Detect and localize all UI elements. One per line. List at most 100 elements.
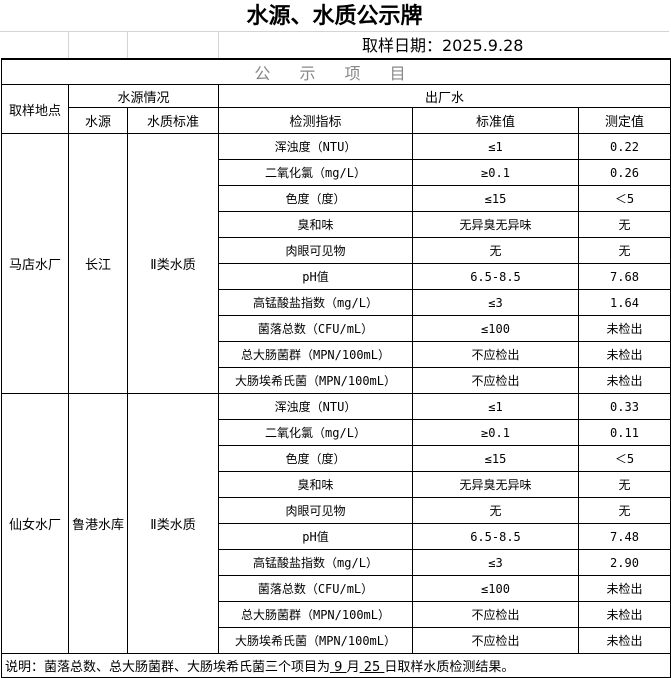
standard-value: ≤100	[412, 315, 579, 342]
table-row: 马店水厂 长江 Ⅱ类水质 浑浊度（NTU） ≤1 0.22	[1, 133, 671, 394]
indicator: 大肠埃希氏菌（MPN/100mL）	[218, 627, 413, 654]
site-name: 仙女水厂	[1, 393, 69, 654]
indicator: 色度（度）	[218, 445, 413, 472]
water-source: 鲁港水库	[68, 393, 128, 654]
measured-value: 未检出	[577, 575, 671, 602]
table-row: 菌落总数（CFU/mL） ≤100 未检出	[2, 315, 671, 342]
note-suffix: 日取样水质检测结果。	[384, 660, 515, 675]
measured-value: 无	[577, 471, 671, 498]
header-quality-standard: 水质标准	[127, 107, 219, 134]
measured-value: 2.90	[577, 549, 671, 576]
standard-value: ≤100	[412, 575, 579, 602]
indicator: 肉眼可见物	[218, 237, 413, 264]
table-row: 色度（度） ≤15 ＜5	[2, 185, 671, 212]
header-area: 水源、水质公示牌 取样日期：2025.9.28	[0, 0, 671, 58]
note-month: 9	[330, 660, 347, 675]
water-quality-table: 公 示 项 目 取样地点 水源情况 出厂水 水源 水质标准 检测指标 标准值 测…	[0, 58, 671, 678]
standard-value: ≤15	[412, 445, 579, 472]
table-row: 高锰酸盐指数（mg/L） ≤3 2.90	[2, 549, 671, 576]
measured-value: 1.64	[577, 289, 671, 316]
standard-value: 不应检出	[412, 341, 579, 368]
gridline	[68, 31, 69, 58]
measured-value: 未检出	[577, 367, 671, 394]
indicator: 高锰酸盐指数（mg/L）	[218, 289, 413, 316]
table-row: 大肠埃希氏菌（MPN/100mL） 不应检出 未检出	[2, 367, 671, 394]
indicator: pH值	[218, 263, 413, 290]
table-row: 菌落总数（CFU/mL） ≤100 未检出	[2, 575, 671, 602]
indicator: 肉眼可见物	[218, 497, 413, 524]
standard-value: 无	[412, 497, 579, 524]
table-row: 二氧化氯（mg/L） ≥0.1 0.11	[2, 419, 671, 446]
table-row: 臭和味 无异臭无异味无	[2, 211, 671, 238]
indicator: 高锰酸盐指数（mg/L）	[218, 549, 413, 576]
standard-value: ≤1	[412, 133, 579, 160]
note-month-value: 9	[334, 660, 343, 675]
table-row: pH值 6.5-8.5 7.48	[2, 523, 671, 550]
water-source: 长江	[68, 133, 128, 394]
indicator: 总大肠菌群（MPN/100mL）	[218, 601, 413, 628]
standard-value: 6.5-8.5	[412, 523, 579, 550]
measured-value: 未检出	[577, 627, 671, 654]
indicator: 二氧化氯（mg/L）	[218, 159, 413, 186]
table-row: 仙女水厂 鲁港水库 Ⅱ类水质 浑浊度（NTU） ≤1 0.33	[1, 393, 671, 654]
note-day-value: 25	[363, 660, 381, 675]
header-site: 取样地点	[1, 84, 69, 134]
sampling-date: 取样日期：2025.9.28	[362, 36, 524, 55]
indicator: 菌落总数（CFU/mL）	[218, 315, 413, 342]
standard-value: 不应检出	[412, 627, 579, 654]
section-title: 公 示 项 目	[0, 58, 671, 85]
indicator: 菌落总数（CFU/mL）	[218, 575, 413, 602]
indicator: 色度（度）	[218, 185, 413, 212]
header-outlet-water: 出厂水	[217, 84, 671, 108]
standard-value: 不应检出	[412, 367, 579, 394]
standard-value: 无异臭无异味	[412, 211, 579, 238]
standard-value: ≥0.1	[412, 159, 579, 186]
measured-value: 无	[577, 211, 671, 238]
note: 说明：菌落总数、总大肠菌群、大肠埃希氏菌三个项目为 9 月 25 日取样水质检测…	[0, 653, 671, 678]
standard-value: 不应检出	[412, 601, 579, 628]
measured-value: 0.26	[577, 159, 671, 186]
standard-value: ≤3	[412, 289, 579, 316]
standard-value: 无异臭无异味	[412, 471, 579, 498]
standard-value: ≤3	[412, 549, 579, 576]
standard-value: ≤1	[412, 393, 579, 420]
page-title: 水源、水质公示牌	[0, 0, 669, 32]
indicator: 臭和味	[218, 471, 413, 498]
indicator: 二氧化氯（mg/L）	[218, 419, 413, 446]
water-quality-class: Ⅱ类水质	[127, 133, 219, 394]
indicator: 大肠埃希氏菌（MPN/100mL）	[218, 367, 413, 394]
measured-value: 无	[577, 497, 671, 524]
table-row: 总大肠菌群（MPN/100mL） 不应检出 未检出	[2, 341, 671, 368]
indicator: pH值	[218, 523, 413, 550]
table-row: 大肠埃希氏菌（MPN/100mL） 不应检出 未检出	[2, 627, 671, 654]
measured-value: 7.48	[577, 523, 671, 550]
gridline	[127, 31, 128, 58]
measured-value: 未检出	[577, 315, 671, 342]
header-measured-value: 测定值	[577, 107, 671, 134]
standard-value: ≤15	[412, 185, 579, 212]
measured-value: 未检出	[577, 601, 671, 628]
date-row: 取样日期：2025.9.28	[0, 31, 669, 58]
water-quality-class: Ⅱ类水质	[127, 393, 219, 654]
header-standard-value: 标准值	[412, 107, 579, 134]
note-prefix: 说明：菌落总数、总大肠菌群、大肠埃希氏菌三个项目为	[5, 660, 331, 675]
table-row: 色度（度） ≤15 ＜5	[2, 445, 671, 472]
note-day: 25	[360, 660, 385, 675]
measured-value: 0.11	[577, 419, 671, 446]
indicator: 浑浊度（NTU）	[218, 393, 413, 420]
table-row: 二氧化氯（mg/L） ≥0.1 0.26	[2, 159, 671, 186]
indicator: 浑浊度（NTU）	[218, 133, 413, 160]
table-row: pH值 6.5-8.5 7.68	[2, 263, 671, 290]
standard-value: ≥0.1	[412, 419, 579, 446]
measured-value: ＜5	[577, 185, 671, 212]
indicator: 臭和味	[218, 211, 413, 238]
table-row: 高锰酸盐指数（mg/L） ≤3 1.64	[2, 289, 671, 316]
indicator: 总大肠菌群（MPN/100mL）	[218, 341, 413, 368]
measured-value: 0.33	[577, 393, 671, 420]
table-row: 肉眼可见物无无	[2, 237, 671, 264]
header-source: 水源	[68, 107, 128, 134]
standard-value: 无	[412, 237, 579, 264]
measured-value: 无	[577, 237, 671, 264]
measured-value: 7.68	[577, 263, 671, 290]
measured-value: ＜5	[577, 445, 671, 472]
